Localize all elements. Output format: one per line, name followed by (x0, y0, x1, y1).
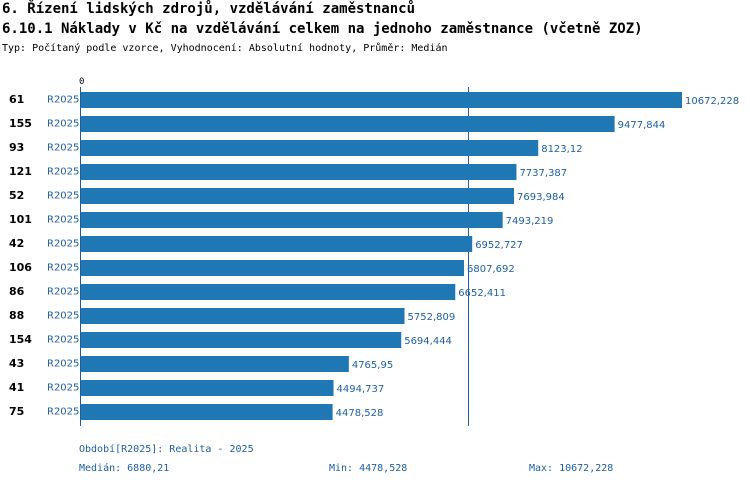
series-label: R2025 (47, 263, 79, 274)
page-title: 6. Řízení lidských zdrojů, vzdělávání za… (2, 1, 416, 17)
series-label: R2025 (47, 359, 79, 370)
bar (81, 236, 473, 252)
value-label: 4478,528 (336, 408, 384, 419)
value-label: 6652,411 (458, 288, 506, 299)
bar (81, 188, 515, 204)
value-label: 7693,984 (517, 192, 565, 203)
series-label: R2025 (47, 167, 79, 178)
category-label: 75 (9, 405, 24, 418)
max-stat: Max: 10672,228 (529, 463, 614, 474)
category-label: 41 (9, 381, 24, 394)
series-label: R2025 (47, 143, 79, 154)
series-label: R2025 (47, 311, 79, 322)
category-label: 61 (9, 93, 24, 106)
value-label: 6807,692 (467, 264, 515, 275)
bar (81, 140, 539, 156)
category-label: 52 (9, 189, 24, 202)
series-label: R2025 (47, 191, 79, 202)
x-axis-zero-label: 0 (79, 77, 84, 87)
category-label: 43 (9, 357, 24, 370)
bar (81, 116, 615, 132)
series-label: R2025 (47, 287, 79, 298)
series-label: R2025 (47, 335, 79, 346)
category-label: 42 (9, 237, 24, 250)
value-label: 4765,95 (352, 360, 393, 371)
period-legend: Období[R2025]: Realita - 2025 (79, 444, 254, 455)
value-label: 10672,228 (685, 96, 739, 107)
series-label: R2025 (47, 239, 79, 250)
category-label: 121 (9, 165, 32, 178)
series-label: R2025 (47, 119, 79, 130)
value-label: 7493,219 (506, 216, 554, 227)
category-label: 155 (9, 117, 32, 130)
category-label: 106 (9, 261, 32, 274)
value-label: 5694,444 (404, 336, 452, 347)
category-label: 93 (9, 141, 24, 154)
category-label: 86 (9, 285, 25, 298)
bar (81, 380, 334, 396)
bar (81, 92, 682, 108)
category-label: 88 (9, 309, 24, 322)
value-label: 9477,844 (618, 120, 666, 131)
category-label: 101 (9, 213, 32, 226)
category-label: 154 (9, 333, 32, 346)
series-label: R2025 (47, 215, 79, 226)
bar (81, 260, 465, 276)
bar (81, 308, 405, 324)
bar (81, 404, 333, 420)
series-label: R2025 (47, 383, 79, 394)
min-stat: Min: 4478,528 (329, 463, 408, 474)
value-label: 5752,809 (408, 312, 456, 323)
value-label: 6952,727 (475, 240, 523, 251)
bar (81, 332, 402, 348)
median-stat: Medián: 6880,21 (79, 463, 170, 474)
series-label: R2025 (47, 407, 79, 418)
chart-type-info: Typ: Počítaný podle vzorce, Vyhodnocení:… (2, 43, 448, 54)
value-label: 4494,737 (337, 384, 385, 395)
chart-title: 6.10.1 Náklady v Kč na vzdělávání celkem… (2, 21, 643, 37)
bar (81, 356, 349, 372)
value-label: 7737,387 (519, 168, 567, 179)
value-label: 8123,12 (541, 144, 582, 155)
series-label: R2025 (47, 95, 79, 106)
bar (81, 284, 456, 300)
bar (81, 212, 503, 228)
bar (81, 164, 517, 180)
